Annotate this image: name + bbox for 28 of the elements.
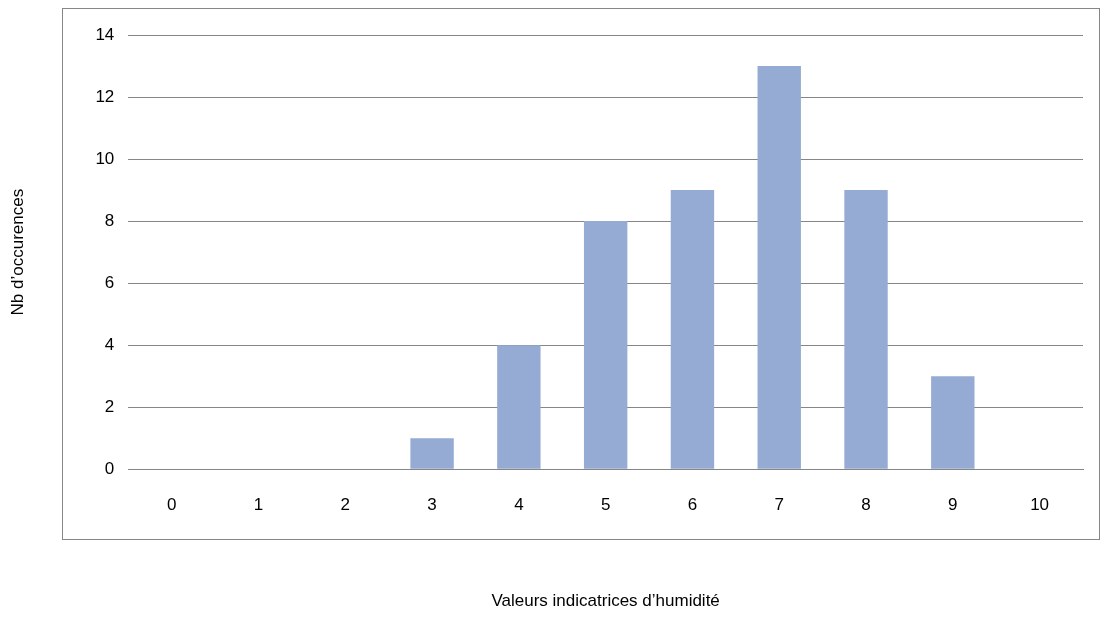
x-tick-label: 1 [253, 495, 264, 515]
bar [931, 376, 975, 469]
x-tick-label: 8 [861, 495, 871, 515]
bar [757, 66, 801, 469]
x-tick-label: 5 [600, 495, 611, 515]
y-axis-title: Nb d’occurences [7, 188, 27, 316]
y-tick-label: 10 [95, 148, 115, 168]
bar [410, 438, 454, 469]
y-tick-label: 6 [104, 272, 115, 292]
x-tick-label: 9 [948, 495, 958, 515]
y-tick-label: 0 [104, 458, 115, 478]
x-tick-label: 6 [687, 495, 698, 515]
y-tick-label: 14 [95, 24, 115, 44]
y-tick-label: 2 [104, 396, 115, 416]
x-tick-label: 4 [514, 495, 524, 515]
x-tick-label: 7 [774, 495, 784, 515]
x-tick-label: 10 [1030, 495, 1050, 515]
x-tick-label: 3 [427, 495, 437, 515]
y-tick-label: 4 [104, 334, 115, 354]
x-tick-label: 0 [166, 495, 177, 515]
bar [497, 345, 541, 469]
y-tick-label: 12 [95, 86, 115, 106]
bar [670, 190, 715, 469]
y-tick-label: 8 [104, 210, 115, 230]
x-tick-label: 2 [340, 495, 351, 515]
bar [844, 190, 888, 469]
bar [583, 221, 628, 469]
x-axis-title: Valeurs indicatrices d’humidité [491, 591, 720, 611]
